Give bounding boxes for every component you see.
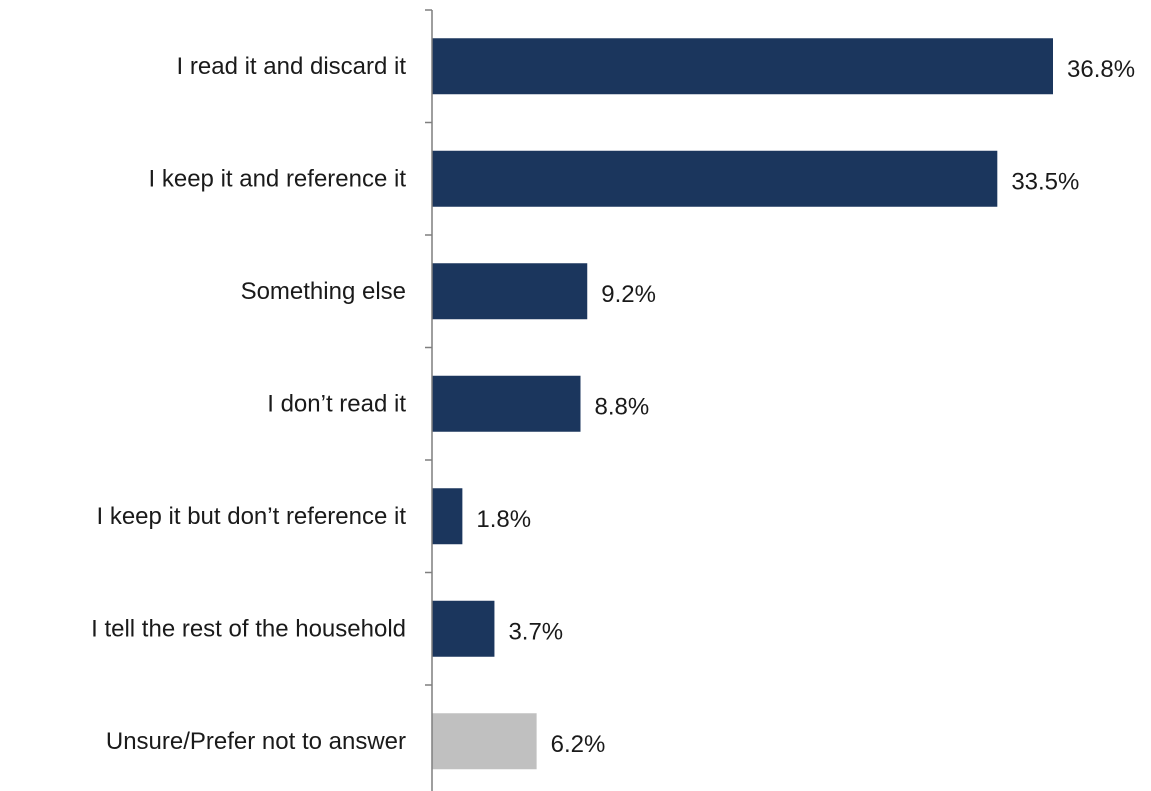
bar xyxy=(432,263,588,320)
category-label: Unsure/Prefer not to answer xyxy=(106,728,406,755)
value-label: 6.2% xyxy=(551,731,606,758)
value-label: 36.8% xyxy=(1067,56,1135,83)
value-label: 8.8% xyxy=(595,393,650,420)
bars-layer xyxy=(432,38,1053,770)
value-label: 33.5% xyxy=(1011,168,1079,195)
value-label: 3.7% xyxy=(508,618,563,645)
category-label: I don’t read it xyxy=(267,390,406,417)
labels-layer: I read it and discard it 36.8% I keep it a… xyxy=(91,53,1135,758)
category-axis xyxy=(425,9,433,791)
bar xyxy=(432,38,1053,95)
value-label: 9.2% xyxy=(601,281,656,308)
category-label: I keep it but don’t reference it xyxy=(96,503,406,530)
bar xyxy=(432,488,463,545)
category-label: I keep it and reference it xyxy=(149,165,407,192)
category-label: I tell the rest of the household xyxy=(91,615,406,642)
bar xyxy=(432,150,998,207)
value-label: 1.8% xyxy=(476,506,531,533)
bar xyxy=(432,713,537,770)
bar xyxy=(432,600,495,657)
category-label: Something else xyxy=(241,278,406,305)
category-label: I read it and discard it xyxy=(177,53,407,80)
bar xyxy=(432,375,581,432)
